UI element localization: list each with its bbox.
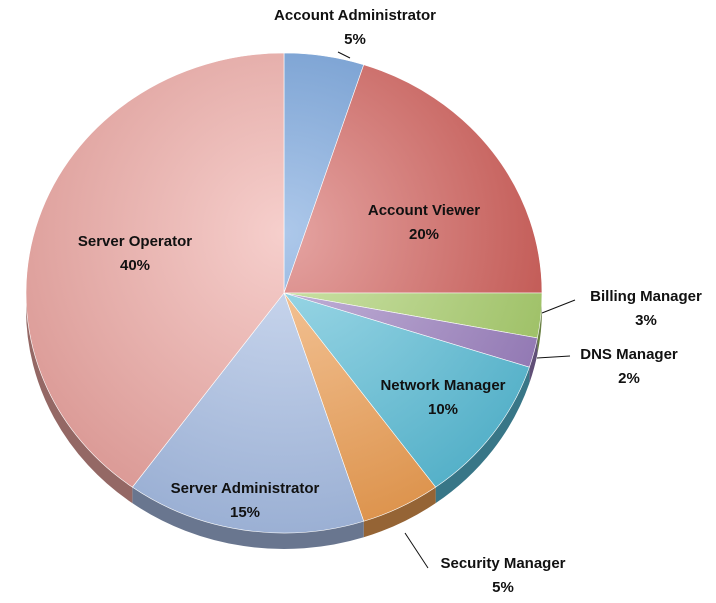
slice-value-server-administrator: 15%	[230, 504, 260, 521]
slice-server-operator	[25, 52, 285, 488]
slice-side-server-operator	[25, 293, 133, 504]
leader-lines	[337, 51, 576, 569]
slice-label-billing-manager: Billing Manager	[590, 288, 702, 305]
slice-value-security-manager: 5%	[492, 579, 514, 596]
slice-label-server-operator: Server Operator	[78, 233, 192, 250]
slice-value-billing-manager: 3%	[635, 312, 657, 329]
slice-labels: Account Administrator 5% Account Viewer 20%…	[78, 7, 702, 596]
slice-label-network-manager: Network Manager	[380, 377, 505, 394]
slice-value-network-manager: 10%	[428, 401, 458, 418]
slice-label-account-administrator: Account Administrator	[274, 7, 436, 24]
slice-network-manager	[283, 292, 530, 488]
slice-side-dns-manager	[529, 337, 538, 384]
slice-label-security-manager: Security Manager	[440, 555, 565, 572]
slice-side-security-manager	[363, 487, 436, 538]
slice-side-server-administrator	[132, 487, 364, 549]
slice-side-billing-manager	[537, 293, 542, 354]
leader-line-dns-manager	[536, 355, 571, 359]
slice-value-server-operator: 40%	[120, 257, 150, 274]
pie-slices	[25, 52, 543, 534]
slice-value-dns-manager: 2%	[618, 370, 640, 387]
slice-account-viewer	[283, 64, 543, 294]
slice-value-account-viewer: 20%	[409, 226, 439, 243]
slice-label-dns-manager: DNS Manager	[580, 346, 678, 363]
leader-line-billing-manager	[541, 299, 576, 314]
slice-server-administrator	[131, 292, 365, 534]
pie-depth	[25, 293, 542, 549]
leader-line-security-manager	[404, 532, 429, 569]
slice-side-network-manager	[435, 367, 530, 504]
leader-line-account-administrator	[337, 51, 351, 59]
slice-value-account-administrator: 5%	[344, 31, 366, 48]
slice-label-account-viewer: Account Viewer	[368, 202, 480, 219]
slice-label-server-administrator: Server Administrator	[171, 480, 320, 497]
